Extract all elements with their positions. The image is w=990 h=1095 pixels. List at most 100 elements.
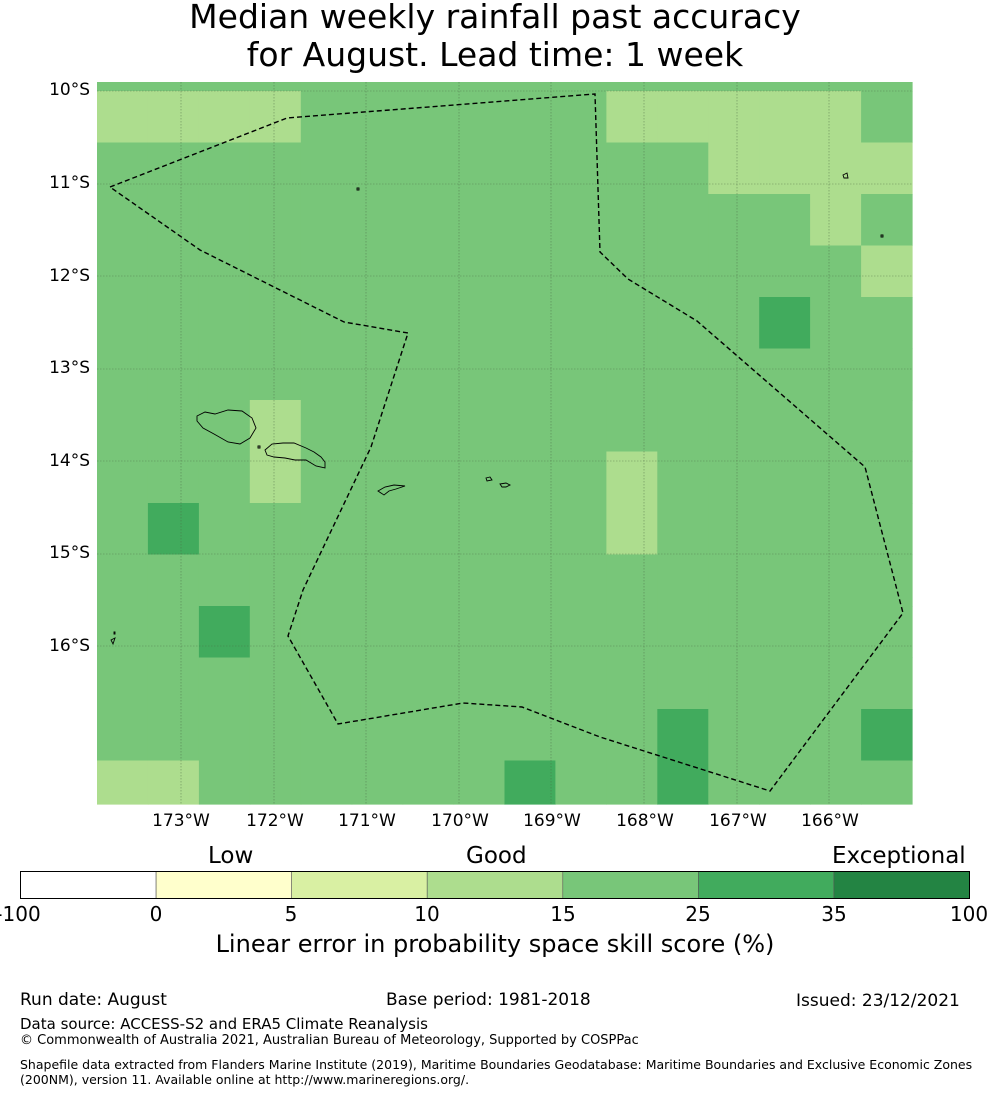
grid-cell bbox=[402, 82, 455, 92]
grid-cell bbox=[351, 451, 404, 504]
grid-cell bbox=[198, 657, 251, 710]
grid-cell bbox=[351, 82, 404, 92]
grid-cell bbox=[300, 142, 353, 195]
savaii-island bbox=[196, 409, 257, 445]
lon-label-168w: 168°W bbox=[616, 811, 674, 831]
grid-cell bbox=[810, 348, 862, 401]
lat-label-15s: 15°S bbox=[49, 543, 90, 563]
grid-cell bbox=[657, 503, 709, 556]
grid-cell bbox=[861, 91, 913, 144]
tick-100: 100 bbox=[949, 902, 989, 926]
lat-label-14s: 14°S bbox=[49, 451, 90, 471]
grid-cell bbox=[810, 82, 862, 92]
grid-cell bbox=[300, 709, 353, 762]
grid-cell bbox=[453, 503, 506, 556]
grid-cell bbox=[453, 82, 506, 92]
grid-cell bbox=[453, 245, 506, 298]
grid-cell bbox=[147, 194, 200, 247]
grid-cell bbox=[861, 760, 913, 805]
grid-cell bbox=[402, 142, 455, 195]
grid-cell bbox=[351, 554, 404, 607]
tick-5: 5 bbox=[284, 902, 298, 926]
grid-cell bbox=[402, 709, 455, 762]
grid-cell bbox=[555, 503, 607, 556]
grid-cell bbox=[147, 606, 200, 659]
lat-label-13s: 13°S bbox=[49, 358, 90, 378]
colorbar-segment bbox=[698, 871, 835, 899]
lat-label-11s: 11°S bbox=[49, 173, 90, 193]
grid-cell bbox=[759, 297, 811, 350]
grid-cell bbox=[147, 91, 200, 144]
grid-cell bbox=[504, 554, 556, 607]
shapefile-credit-line-1: Shapefile data extracted from Flanders M… bbox=[20, 1057, 973, 1072]
grid-cell bbox=[249, 82, 302, 92]
tau-island bbox=[499, 482, 512, 488]
grid-cell bbox=[504, 760, 556, 805]
grid-cell bbox=[708, 82, 760, 92]
grid-cell bbox=[708, 400, 760, 453]
grid-cell bbox=[555, 451, 607, 504]
grid-cell bbox=[198, 451, 251, 504]
grid-cell bbox=[351, 245, 404, 298]
grid-cell bbox=[97, 760, 149, 805]
grid-cell bbox=[759, 760, 811, 805]
grid-cell bbox=[147, 348, 200, 401]
grid-cell bbox=[300, 606, 353, 659]
grid-cell bbox=[453, 194, 506, 247]
grid-cell bbox=[759, 606, 811, 659]
grid-cell bbox=[810, 91, 862, 144]
grid-cell bbox=[351, 348, 404, 401]
skill-grid-cells bbox=[97, 82, 913, 805]
tick-0: 0 bbox=[149, 902, 163, 926]
grid-cell bbox=[402, 348, 455, 401]
colorbar-segment bbox=[833, 871, 970, 899]
grid-cell bbox=[810, 194, 862, 247]
grid-cell bbox=[300, 503, 353, 556]
small-islet-southwest bbox=[110, 631, 116, 646]
grid-cell bbox=[453, 348, 506, 401]
grid-cell bbox=[147, 709, 200, 762]
grid-cell bbox=[657, 297, 709, 350]
lon-label-169w: 169°W bbox=[523, 811, 581, 831]
eez-boundary-line bbox=[108, 93, 904, 792]
grid-cell bbox=[402, 503, 455, 556]
grid-cell bbox=[810, 245, 862, 298]
grid-cell bbox=[606, 657, 658, 710]
grid-cell bbox=[810, 451, 862, 504]
grid-cell bbox=[147, 503, 200, 556]
grid-cell bbox=[657, 554, 709, 607]
grid-cell bbox=[249, 194, 302, 247]
grid-cell bbox=[402, 245, 455, 298]
grid-cell bbox=[97, 245, 149, 298]
grid-cell bbox=[504, 82, 556, 92]
grid-cell bbox=[861, 194, 913, 247]
grid-cell bbox=[249, 348, 302, 401]
grid-cell bbox=[861, 142, 913, 195]
grid-cell bbox=[708, 91, 760, 144]
grid-cell bbox=[504, 297, 556, 350]
grid-cell bbox=[606, 606, 658, 659]
grid-cell bbox=[504, 709, 556, 762]
grid-cell bbox=[759, 194, 811, 247]
grid-cell bbox=[300, 554, 353, 607]
grid-cell bbox=[198, 400, 251, 453]
grid-cell bbox=[249, 606, 302, 659]
grid-cell bbox=[249, 400, 302, 453]
grid-cell bbox=[453, 400, 506, 453]
grid-cell bbox=[147, 82, 200, 92]
grid-cell bbox=[555, 348, 607, 401]
grid-cell bbox=[453, 451, 506, 504]
grid-cell bbox=[402, 760, 455, 805]
grid-cell bbox=[249, 554, 302, 607]
grid-cell bbox=[504, 194, 556, 247]
grid-cell bbox=[300, 451, 353, 504]
grid-cell bbox=[708, 142, 760, 195]
grid-cell bbox=[453, 91, 506, 144]
grid-cell bbox=[97, 606, 149, 659]
grid-cell bbox=[657, 142, 709, 195]
grid-cell bbox=[351, 297, 404, 350]
grid-cell bbox=[453, 709, 506, 762]
grid-cell bbox=[402, 194, 455, 247]
grid-cell bbox=[453, 297, 506, 350]
grid-cell bbox=[351, 606, 404, 659]
